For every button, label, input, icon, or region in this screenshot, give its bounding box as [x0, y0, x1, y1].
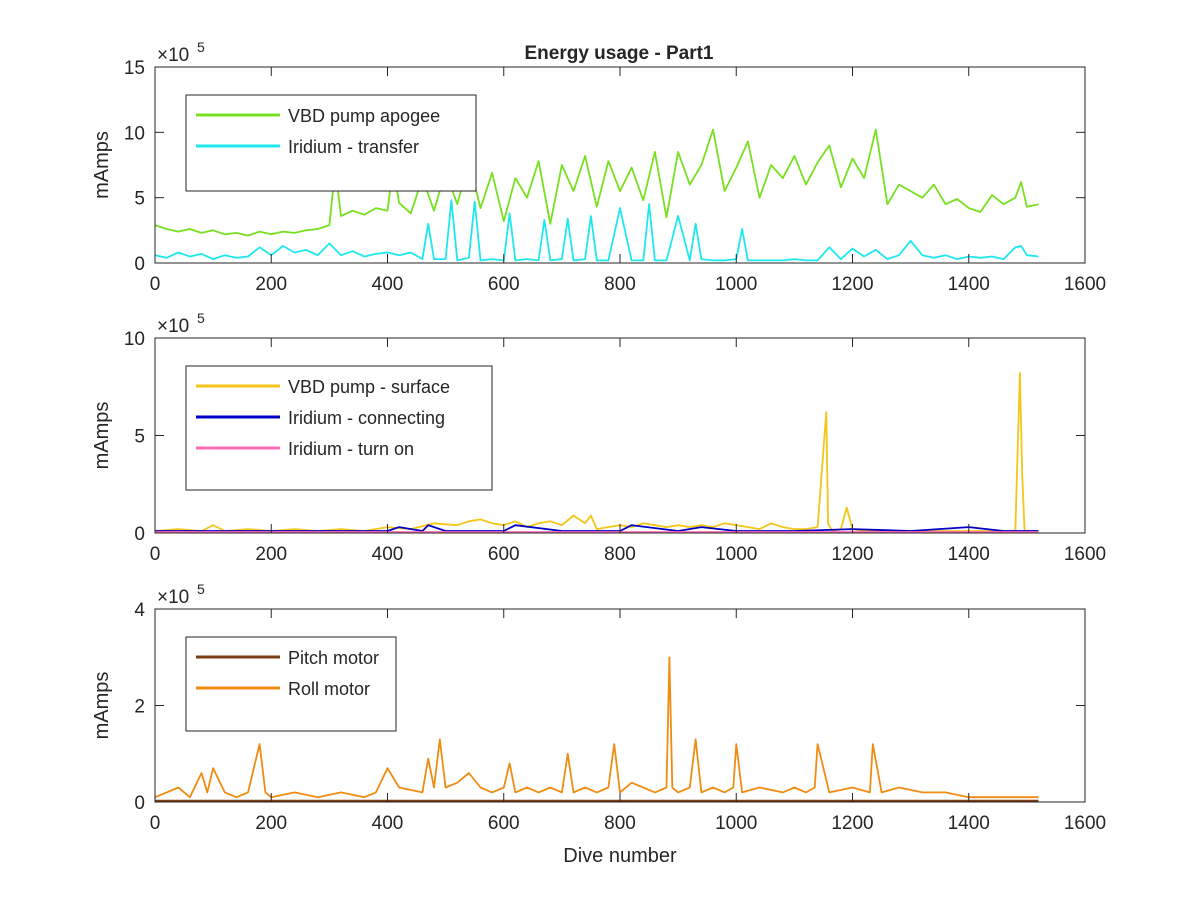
x-tick-label-2-0: 0: [150, 544, 161, 565]
legend-box-3: [185, 636, 397, 732]
x-tick-label-3-0: 0: [150, 813, 161, 834]
legend-label-1-1: VBD pump apogee: [288, 106, 440, 126]
y-exponent-label-3: ×10: [157, 587, 189, 608]
legend-1: VBD pump apogee Iridium - transfer: [185, 94, 477, 192]
x-tick-label-1-0: 0: [150, 274, 161, 295]
x-tick-label-1-2: 400: [372, 274, 404, 295]
legend-label-2-1: VBD pump - surface: [288, 377, 450, 397]
subplot-3: 0 200 400 600 800 1000 1200 1400 1600 0 2 4 ×10 5 mAmp…: [91, 581, 1106, 867]
figure-title: Energy usage - Part1: [524, 43, 713, 64]
x-tick-label-3-3: 600: [488, 813, 520, 834]
y-exponent-label-2: ×10: [157, 316, 189, 337]
x-tick-label-2-5: 1000: [715, 544, 757, 565]
x-tick-label-3-2: 400: [372, 813, 404, 834]
legend-label-3-1: Pitch motor: [288, 648, 379, 668]
y-exponent-label-1: ×10: [157, 45, 189, 66]
y-tick-label-3-2: 4: [134, 600, 145, 621]
legend-label-3-2: Roll motor: [288, 679, 370, 699]
x-tick-label-1-4: 800: [604, 274, 636, 295]
y-tick-label-3-1: 2: [134, 697, 145, 718]
y-axis-label-2: mAmps: [91, 402, 113, 470]
legend-label-2-3: Iridium - turn on: [288, 439, 414, 459]
y-tick-label-1-0: 0: [134, 254, 145, 275]
legend-label-1-2: Iridium - transfer: [288, 137, 419, 157]
x-tick-label-1-7: 1400: [948, 274, 990, 295]
y-tick-label-2-1: 5: [134, 427, 145, 448]
y-tick-label-3-0: 0: [134, 793, 145, 814]
y-tick-label-1-1: 5: [134, 189, 145, 210]
x-tick-label-2-8: 1600: [1064, 544, 1106, 565]
y-axis-label-1: mAmps: [91, 131, 113, 199]
legend-label-2-2: Iridium - connecting: [288, 408, 445, 428]
x-tick-label-1-8: 1600: [1064, 274, 1106, 295]
series-line-1-1: [154, 128, 1039, 237]
x-tick-label-1-3: 600: [488, 274, 520, 295]
x-tick-label-2-4: 800: [604, 544, 636, 565]
x-tick-label-3-8: 1600: [1064, 813, 1106, 834]
x-tick-label-2-1: 200: [255, 544, 287, 565]
legend-box-1: [185, 94, 477, 192]
x-tick-label-1-5: 1000: [715, 274, 757, 295]
x-tick-label-3-1: 200: [255, 813, 287, 834]
y-tick-label-1-2: 10: [124, 123, 145, 144]
x-tick-label-2-3: 600: [488, 544, 520, 565]
subplot-2: 0 200 400 600 800 1000 1200 1400 1600 0 5 10 ×10 5 mAm…: [91, 310, 1106, 565]
legend-3: Pitch motor Roll motor: [185, 636, 397, 732]
x-tick-label-2-7: 1400: [948, 544, 990, 565]
y-exponent-power-1: 5: [197, 39, 205, 55]
x-tick-label-2-2: 400: [372, 544, 404, 565]
series-line-3-2: [154, 656, 1039, 799]
y-tick-label-1-3: 15: [124, 58, 145, 79]
x-axis-label-3: Dive number: [563, 845, 677, 867]
x-tick-label-3-4: 800: [604, 813, 636, 834]
x-tick-label-3-6: 1200: [831, 813, 873, 834]
x-tick-label-3-5: 1000: [715, 813, 757, 834]
y-tick-label-2-0: 0: [134, 524, 145, 545]
x-tick-label-2-6: 1200: [831, 544, 873, 565]
series-line-2-2: [155, 524, 1039, 532]
y-tick-label-2-2: 10: [124, 329, 145, 350]
x-tick-label-1-6: 1200: [831, 274, 873, 295]
y-exponent-power-2: 5: [197, 310, 205, 326]
x-tick-label-1-1: 200: [255, 274, 287, 295]
x-tick-label-3-7: 1400: [948, 813, 990, 834]
y-exponent-power-3: 5: [197, 581, 205, 597]
y-axis-label-3: mAmps: [91, 672, 113, 740]
series-line-1-2: [154, 199, 1039, 262]
legend-2: VBD pump - surface Iridium - connecting Ir…: [185, 365, 493, 491]
